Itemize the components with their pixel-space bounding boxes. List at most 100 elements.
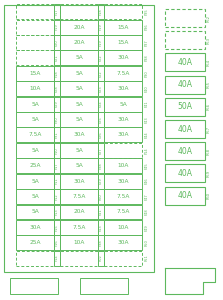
Bar <box>16 251 54 266</box>
Bar <box>104 220 142 235</box>
Text: 30A: 30A <box>29 225 41 230</box>
Bar <box>16 189 54 204</box>
Bar <box>16 4 54 19</box>
Text: F15: F15 <box>55 224 59 231</box>
Text: F29: F29 <box>55 101 59 107</box>
Text: 5A: 5A <box>31 178 39 184</box>
Bar <box>16 66 54 81</box>
Bar <box>60 97 98 112</box>
Bar <box>54 158 60 173</box>
Text: 40A: 40A <box>178 80 192 89</box>
Bar <box>54 174 60 188</box>
Bar <box>165 187 205 205</box>
Bar <box>4 5 154 272</box>
Text: F31: F31 <box>55 132 59 138</box>
Text: 40A: 40A <box>178 124 192 134</box>
Text: 30A: 30A <box>117 132 129 137</box>
Bar <box>165 142 205 160</box>
Text: F58: F58 <box>206 148 211 155</box>
Text: F51: F51 <box>145 255 149 262</box>
Bar <box>104 158 142 173</box>
Bar <box>54 66 60 81</box>
Text: 30A: 30A <box>117 117 129 122</box>
Bar <box>104 205 142 219</box>
Bar <box>98 81 104 96</box>
Text: 5A: 5A <box>75 86 83 91</box>
Bar <box>60 112 98 127</box>
Text: F17: F17 <box>55 8 59 15</box>
Bar <box>16 220 54 235</box>
Bar <box>98 158 104 173</box>
Text: F12: F12 <box>55 193 59 200</box>
Text: 50A: 50A <box>178 102 192 111</box>
Bar <box>16 143 54 158</box>
Bar <box>60 174 98 188</box>
Bar <box>60 205 98 219</box>
Text: F37: F37 <box>145 39 149 46</box>
Text: F53: F53 <box>206 37 211 44</box>
Text: 30A: 30A <box>73 132 85 137</box>
Text: 5A: 5A <box>119 102 127 106</box>
Bar <box>16 174 54 188</box>
Text: 5A: 5A <box>75 56 83 60</box>
Bar <box>60 143 98 158</box>
Text: F27: F27 <box>99 147 103 154</box>
Text: 5A: 5A <box>75 148 83 153</box>
Bar <box>60 66 98 81</box>
Bar <box>16 35 54 50</box>
Text: 40A: 40A <box>178 147 192 156</box>
Bar <box>10 278 58 294</box>
Text: F21: F21 <box>55 55 59 61</box>
Text: 25A: 25A <box>29 240 41 245</box>
Bar <box>165 76 205 94</box>
Bar <box>98 97 104 112</box>
Text: F22: F22 <box>99 55 103 61</box>
Text: F30: F30 <box>55 116 59 123</box>
Bar <box>60 20 98 34</box>
Bar <box>98 4 104 19</box>
Text: F52: F52 <box>206 14 211 22</box>
Bar <box>60 128 98 142</box>
Text: F22: F22 <box>99 70 103 76</box>
Text: 20A: 20A <box>73 25 85 30</box>
Bar <box>60 235 98 250</box>
Bar <box>60 81 98 96</box>
Bar <box>98 112 104 127</box>
Text: F19: F19 <box>55 24 59 31</box>
Bar <box>16 158 54 173</box>
Text: F35: F35 <box>145 8 149 15</box>
Bar <box>16 112 54 127</box>
Text: F38: F38 <box>99 239 103 246</box>
Text: 5A: 5A <box>31 148 39 153</box>
Bar <box>104 189 142 204</box>
Bar <box>98 205 104 219</box>
Bar <box>54 205 60 219</box>
Bar <box>60 50 98 65</box>
Bar <box>54 35 60 50</box>
Bar <box>165 31 205 49</box>
Text: 5A: 5A <box>75 163 83 168</box>
Bar <box>54 189 60 204</box>
Bar <box>98 143 104 158</box>
Bar <box>60 220 98 235</box>
Text: 5A: 5A <box>31 102 39 106</box>
Text: F23: F23 <box>99 85 103 92</box>
Bar <box>104 4 142 19</box>
Text: F38: F38 <box>145 55 149 61</box>
Bar <box>104 97 142 112</box>
Text: F60: F60 <box>206 192 211 199</box>
Bar <box>60 4 98 19</box>
Bar <box>104 128 142 142</box>
Bar <box>54 220 60 235</box>
Text: 30A: 30A <box>117 240 129 245</box>
Text: F50: F50 <box>145 239 149 246</box>
Text: 7.5A: 7.5A <box>72 225 86 230</box>
Bar <box>98 235 104 250</box>
Bar <box>54 112 60 127</box>
Text: F11: F11 <box>55 178 59 184</box>
Text: 7.5A: 7.5A <box>116 194 130 199</box>
Bar <box>104 35 142 50</box>
Bar <box>104 50 142 65</box>
Text: 5A: 5A <box>31 209 39 214</box>
Text: 5A: 5A <box>31 117 39 122</box>
